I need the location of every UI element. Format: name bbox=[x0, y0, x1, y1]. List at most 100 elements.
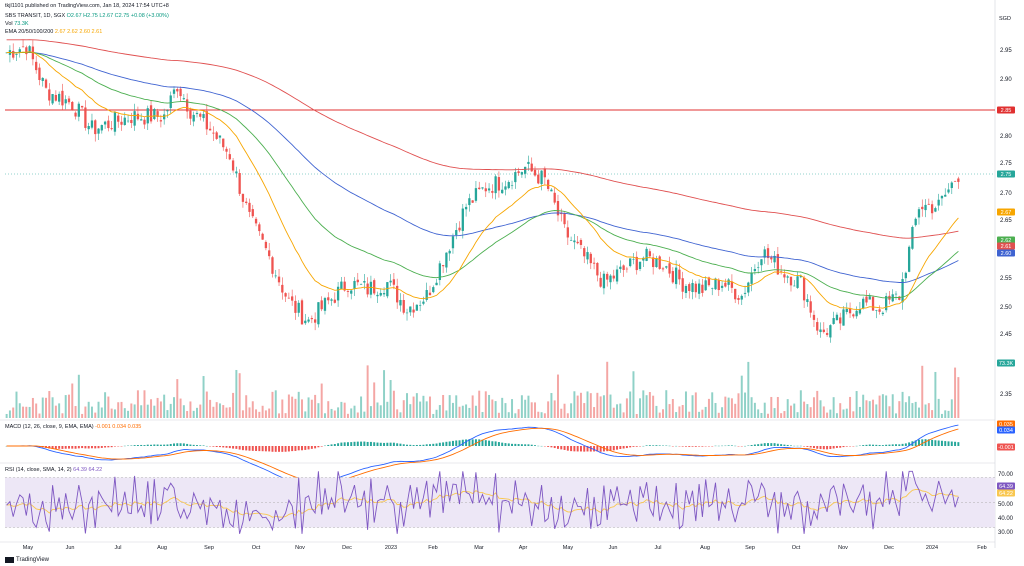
macd-histogram-bar bbox=[632, 446, 635, 447]
candle-body bbox=[238, 173, 241, 194]
candle-body bbox=[681, 278, 684, 292]
candle-body bbox=[629, 258, 632, 267]
volume-bar bbox=[104, 392, 107, 418]
candle-body bbox=[701, 284, 704, 293]
macd-hist-badge: -0.001 bbox=[998, 445, 1014, 451]
volume-bar bbox=[310, 399, 313, 418]
time-tick-label: Feb bbox=[428, 545, 437, 551]
volume-bar bbox=[136, 390, 139, 418]
macd-histogram-bar bbox=[875, 444, 878, 446]
macd-histogram-bar bbox=[773, 443, 776, 446]
volume-bar bbox=[655, 405, 658, 418]
volume-bar bbox=[721, 407, 724, 418]
volume-bar bbox=[258, 411, 261, 418]
macd-histogram-bar bbox=[419, 444, 422, 446]
time-tick-label: Nov bbox=[295, 545, 305, 551]
time-tick-label: Mar bbox=[474, 545, 484, 551]
candle-body bbox=[438, 263, 441, 281]
volume-bar bbox=[48, 391, 51, 418]
candle-body bbox=[504, 186, 507, 190]
price-tick-label: 2.90 bbox=[1000, 77, 1012, 83]
close-badge: 2.75 bbox=[1001, 172, 1012, 178]
macd-histogram-bar bbox=[681, 446, 684, 447]
macd-histogram-bar bbox=[363, 441, 366, 446]
macd-histogram-bar bbox=[136, 445, 139, 446]
macd-hist-badge-bg bbox=[997, 443, 1015, 451]
macd-histogram-bar bbox=[392, 442, 395, 446]
macd-histogram-bar bbox=[435, 443, 438, 446]
volume-bar bbox=[717, 412, 720, 418]
candle-body bbox=[944, 194, 947, 197]
macd-histogram-bar bbox=[812, 446, 815, 449]
macd-histogram-bar bbox=[159, 444, 162, 446]
macd-histogram-bar bbox=[166, 444, 169, 446]
candle-body bbox=[839, 317, 842, 324]
rsi-tick-label: 40.00 bbox=[998, 516, 1014, 522]
volume-bar bbox=[376, 402, 379, 418]
candle-body bbox=[382, 293, 386, 295]
volume-bar bbox=[950, 399, 953, 418]
candle-body bbox=[84, 107, 87, 128]
volume-bar bbox=[520, 395, 523, 418]
candle-body bbox=[760, 259, 763, 266]
volume-bar bbox=[540, 412, 543, 418]
macd-histogram-bar bbox=[786, 444, 789, 446]
candle-body bbox=[717, 279, 720, 291]
candle-body bbox=[802, 277, 806, 301]
volume-bar bbox=[803, 401, 806, 418]
candle-body bbox=[825, 333, 829, 335]
candle-body bbox=[858, 309, 862, 314]
volume-bar bbox=[409, 404, 412, 418]
volume-bar bbox=[648, 392, 651, 418]
volume-bar bbox=[839, 403, 842, 418]
candle-body bbox=[258, 224, 261, 232]
candle-body bbox=[409, 306, 412, 313]
volume-bar bbox=[15, 391, 18, 418]
candle-body bbox=[609, 275, 612, 283]
macd-histogram-bar bbox=[94, 446, 97, 449]
candle-body bbox=[898, 296, 901, 300]
volume-bar bbox=[579, 392, 582, 418]
macd-histogram-bar bbox=[616, 446, 619, 450]
candle-body bbox=[320, 300, 323, 310]
candle-body bbox=[875, 310, 878, 311]
volume-bar bbox=[179, 398, 182, 418]
rsi-tick-label: 30.00 bbox=[998, 530, 1014, 536]
volume-bar bbox=[189, 401, 192, 418]
volume-bar bbox=[199, 404, 202, 418]
candle-body bbox=[235, 171, 238, 174]
candle-body bbox=[720, 285, 724, 288]
volume-bar bbox=[832, 397, 835, 418]
rsi-tick-label: 50.00 bbox=[998, 502, 1014, 508]
candle-body bbox=[569, 240, 573, 241]
candle-body bbox=[537, 174, 540, 184]
macd-histogram-bar bbox=[474, 439, 477, 446]
volume-bar bbox=[287, 394, 290, 418]
volume-bar bbox=[113, 409, 116, 418]
candle-body bbox=[330, 299, 333, 301]
candle-body bbox=[461, 208, 464, 231]
candle-body bbox=[248, 202, 251, 212]
macd-histogram-bar bbox=[842, 446, 845, 448]
candle-body bbox=[120, 121, 123, 125]
ema50-line bbox=[6, 51, 959, 299]
candle-body bbox=[606, 273, 609, 280]
volume-bar bbox=[747, 361, 750, 418]
volume-bar bbox=[671, 399, 674, 418]
macd-histogram-bar bbox=[497, 442, 500, 446]
macd-histogram-bar bbox=[576, 446, 579, 452]
volume-bar bbox=[222, 405, 225, 418]
volume-bar bbox=[474, 405, 477, 418]
macd-histogram-bar bbox=[84, 446, 87, 449]
macd-histogram-bar bbox=[816, 446, 819, 449]
volume-bar bbox=[488, 394, 491, 418]
volume-bar bbox=[675, 412, 678, 418]
macd-histogram-bar bbox=[556, 446, 559, 449]
volume-bar bbox=[881, 394, 884, 418]
macd-histogram-bar bbox=[97, 446, 100, 449]
volume-bar bbox=[888, 406, 891, 418]
macd-histogram-bar bbox=[504, 443, 507, 446]
volume-bar bbox=[301, 399, 303, 418]
symbol-line: SBS TRANSIT, 1D, SGX O2.67 H2.75 L2.67 C… bbox=[5, 13, 169, 20]
candle-body bbox=[327, 297, 330, 301]
